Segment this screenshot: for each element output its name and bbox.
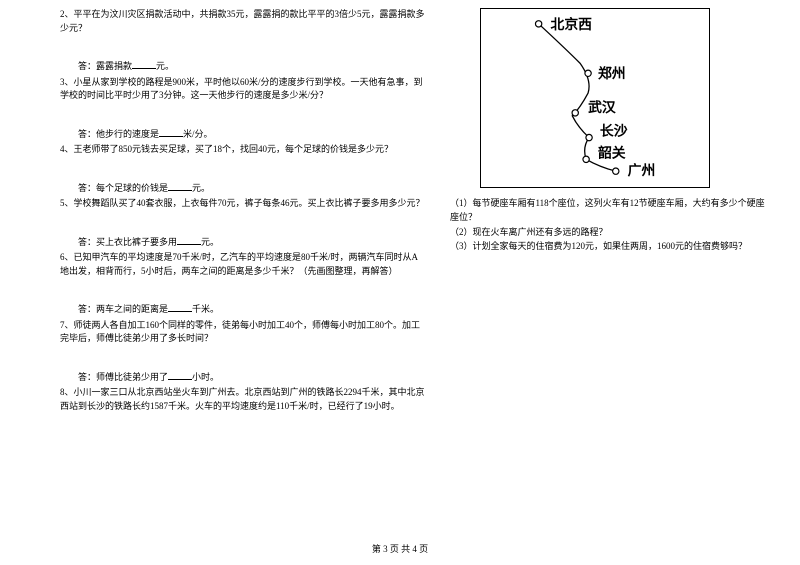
problem-7: 7、师徒两人各自加工160个同样的零件，徒弟每小时加工40个，师傅每小时加工80…	[60, 319, 425, 346]
sub-question-2: （2）现在火车离广州还有多远的路程？	[450, 225, 770, 239]
right-column: 北京西郑州武汉长沙韶关广州 （1）每节硬座车厢有118个座位，这列火车有12节硬…	[440, 8, 770, 415]
problem-6: 6、已知甲汽车的平均速度是70千米/时，乙汽车的平均速度是80千米/时，两辆汽车…	[60, 251, 425, 278]
blank	[132, 59, 156, 69]
answer-3: 答：他步行的速度是 米/分。	[60, 127, 425, 142]
railway-map-svg: 北京西郑州武汉长沙韶关广州	[481, 9, 709, 187]
problem-8: 8、小川一家三口从北京西站坐火车到广州去。北京西站到广州的铁路长2294千米，其…	[60, 386, 425, 413]
answer-3-suffix: 米/分。	[183, 129, 213, 139]
answer-5-suffix: 元。	[201, 237, 219, 247]
sub-question-3: （3）计划全家每天的住宿费为120元，如果住两周，1600元的住宿费够吗？	[450, 239, 770, 253]
blank	[168, 370, 192, 380]
city-label-bjx: 北京西	[551, 16, 593, 32]
problem-2: 2、平平在为汶川灾区捐款活动中，共捐款35元，露露捐的款比平平的3倍少5元，露露…	[60, 8, 425, 35]
problem-5: 5、学校舞蹈队买了40套衣服，上衣每件70元，裤子每条46元。买上衣比裤子要多用…	[60, 197, 425, 211]
city-node-sg	[583, 156, 589, 162]
page-footer: 第 3 页 共 4 页	[0, 542, 800, 555]
city-label-gz: 广州	[628, 162, 656, 178]
answer-6: 答：两车之间的距离是 千米。	[60, 302, 425, 317]
answer-7-suffix: 小时。	[192, 372, 219, 382]
answer-6-prefix: 答：两车之间的距离是	[78, 304, 168, 314]
problem-4: 4、王老师带了850元钱去买足球，买了18个，找回40元，每个足球的价钱是多少元…	[60, 143, 425, 157]
city-label-sg: 韶关	[598, 144, 626, 160]
answer-7-prefix: 答：师傅比徒弟少用了	[78, 372, 168, 382]
blank	[168, 181, 192, 191]
city-node-wh	[572, 110, 578, 116]
answer-5-prefix: 答：买上衣比裤子要多用	[78, 237, 177, 247]
sub-question-1: （1）每节硬座车厢有118个座位，这列火车有12节硬座车厢，大约有多少个硬座座位…	[450, 196, 770, 225]
answer-2-suffix: 元。	[156, 61, 174, 71]
city-label-cs: 长沙	[600, 123, 628, 139]
blank	[177, 235, 201, 245]
answer-6-suffix: 千米。	[192, 304, 219, 314]
left-column: 2、平平在为汶川灾区捐款活动中，共捐款35元，露露捐的款比平平的3倍少5元，露露…	[60, 8, 440, 415]
city-label-zz: 郑州	[598, 65, 626, 81]
page-content: 2、平平在为汶川灾区捐款活动中，共捐款35元，露露捐的款比平平的3倍少5元，露露…	[0, 0, 800, 415]
answer-7: 答：师傅比徒弟少用了 小时。	[60, 370, 425, 385]
city-node-cs	[586, 134, 592, 140]
blank	[168, 302, 192, 312]
city-node-bjx	[535, 21, 541, 27]
blank	[159, 127, 183, 137]
city-node-gz	[613, 168, 619, 174]
answer-3-prefix: 答：他步行的速度是	[78, 129, 159, 139]
answer-4-suffix: 元。	[192, 183, 210, 193]
city-label-wh: 武汉	[588, 99, 616, 115]
problem-3: 3、小星从家到学校的路程是900米，平时他以60米/分的速度步行到学校。一天他有…	[60, 76, 425, 103]
answer-2-prefix: 答：露露捐款	[78, 61, 132, 71]
city-node-zz	[585, 70, 591, 76]
answer-4: 答：每个足球的价钱是 元。	[60, 181, 425, 196]
railway-map-box: 北京西郑州武汉长沙韶关广州	[480, 8, 710, 188]
answer-4-prefix: 答：每个足球的价钱是	[78, 183, 168, 193]
answer-5: 答：买上衣比裤子要多用 元。	[60, 235, 425, 250]
answer-2: 答：露露捐款 元。	[60, 59, 425, 74]
